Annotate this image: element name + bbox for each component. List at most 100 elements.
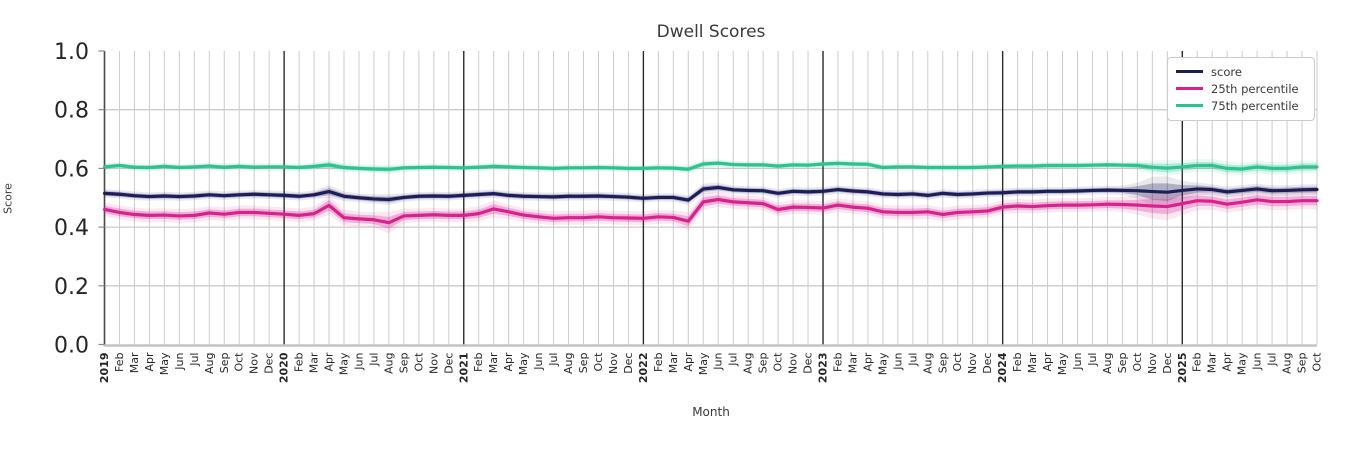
x-tick-label: Feb	[1191, 352, 1204, 371]
x-tick-label: May	[1056, 352, 1069, 375]
x-tick-label: Mar	[487, 352, 500, 373]
legend: score 25th percentile 75th percentile	[1167, 57, 1315, 121]
y-axis-label: Score	[1, 183, 15, 214]
legend-item: 25th percentile	[1176, 80, 1306, 97]
x-tick-label: Apr	[682, 352, 695, 372]
y-tick-label: 0.4	[54, 216, 89, 241]
x-tick-label: Jun	[352, 352, 365, 370]
x-tick-label: Dec	[442, 353, 455, 374]
x-tick-label: Jul	[547, 353, 560, 367]
legend-label: score	[1211, 64, 1242, 79]
x-tick-label: Dec	[622, 353, 635, 374]
x-tick-label: Oct	[772, 352, 785, 372]
x-tick-label: Jul	[1086, 353, 1099, 367]
x-tick-label: Dec	[1161, 353, 1174, 374]
x-tick-label: Nov	[427, 352, 440, 374]
x-tick-label: Sep	[936, 352, 949, 373]
x-tick-label: Apr	[323, 352, 336, 372]
x-tick-label: May	[517, 352, 530, 375]
y-tick-label: 0.0	[54, 334, 89, 359]
y-tick-label: 0.2	[54, 275, 89, 300]
confidence-band	[104, 159, 1317, 177]
x-tick-label: 2022	[637, 353, 650, 384]
x-tick-label: Aug	[921, 353, 934, 374]
x-tick-label: Feb	[652, 352, 665, 371]
x-tick-label: Sep	[757, 352, 770, 373]
x-tick-label: Aug	[1101, 353, 1114, 374]
legend-line-swatch	[1176, 70, 1203, 73]
series-line-25th-percentile	[102, 197, 1319, 225]
confidence-band	[104, 161, 1317, 173]
x-tick-label: 2025	[1176, 353, 1189, 384]
x-tick-label: Jul	[727, 353, 740, 367]
x-tick-label: Mar	[308, 352, 321, 373]
x-tick-label: Apr	[1041, 352, 1054, 372]
x-tick-label: Jun	[1251, 352, 1264, 370]
x-tick-label: Oct	[412, 352, 425, 372]
x-tick-label: Jun	[712, 352, 725, 370]
x-tick-label: Jun	[891, 352, 904, 370]
x-tick-label: Sep	[577, 352, 590, 373]
x-tick-label: Sep	[1296, 352, 1309, 373]
x-tick-label: Apr	[502, 352, 515, 372]
x-tick-label: Feb	[293, 352, 306, 371]
series-line-score	[102, 185, 1319, 202]
x-tick-label: May	[876, 352, 889, 375]
x-tick-label: Sep	[218, 352, 231, 373]
x-tick-label: Aug	[742, 353, 755, 374]
x-tick-label: Dec	[263, 353, 276, 374]
confidence-band	[104, 195, 1317, 229]
x-tick-label: Mar	[667, 352, 680, 373]
x-tick-label: Sep	[1116, 352, 1129, 373]
x-tick-label: Jul	[906, 353, 919, 367]
x-tick-label: Nov	[787, 352, 800, 374]
x-tick-label: May	[158, 352, 171, 375]
y-tick-label: 0.8	[54, 99, 89, 124]
legend-line-swatch	[1176, 87, 1203, 90]
x-tick-label: Apr	[143, 352, 156, 372]
x-tick-label: Oct	[1131, 352, 1144, 372]
x-tick-label: Nov	[1146, 352, 1159, 374]
x-tick-label: Oct	[233, 352, 246, 372]
y-tick-label: 0.6	[54, 157, 89, 182]
legend-item: score	[1176, 63, 1306, 80]
confidence-band	[104, 191, 1317, 234]
x-tick-label: Oct	[951, 352, 964, 372]
x-tick-label: Dec	[802, 353, 815, 374]
x-tick-label: Aug	[1281, 353, 1294, 374]
x-tick-label: Jun	[173, 352, 186, 370]
x-tick-label: Sep	[397, 352, 410, 373]
x-tick-label: Jul	[188, 353, 201, 367]
x-tick-label: May	[1236, 352, 1249, 375]
x-tick-label: Jun	[1071, 352, 1084, 370]
x-tick-label: Mar	[846, 352, 859, 373]
x-tick-label: May	[697, 352, 710, 375]
x-axis-label: Month	[692, 405, 730, 419]
x-tick-label: Jul	[367, 353, 380, 367]
x-tick-label: Dec	[981, 353, 994, 374]
x-tick-label: Nov	[966, 352, 979, 374]
x-tick-label: May	[338, 352, 351, 375]
x-tick-label: Jul	[1266, 353, 1279, 367]
x-tick-label: Jun	[532, 352, 545, 370]
x-tick-label: Mar	[128, 352, 141, 373]
x-tick-label: Feb	[113, 352, 126, 371]
confidence-band	[104, 176, 1317, 209]
x-tick-label: Mar	[1026, 352, 1039, 373]
series-line-75th-percentile	[102, 161, 1319, 171]
x-tick-label: Oct	[1311, 352, 1324, 372]
x-tick-label: Mar	[1206, 352, 1219, 373]
legend-label: 75th percentile	[1211, 98, 1299, 113]
x-tick-label: Feb	[831, 352, 844, 371]
x-tick-label: Aug	[562, 353, 575, 374]
y-tick-label: 1.0	[54, 40, 89, 65]
x-tick-label: Feb	[1011, 352, 1024, 371]
x-tick-label: 2020	[278, 352, 291, 383]
x-tick-label: Aug	[203, 353, 216, 374]
x-tick-label: 2023	[817, 353, 830, 384]
x-tick-label: Feb	[472, 352, 485, 371]
x-tick-label: Apr	[861, 352, 874, 372]
x-tick-label: 2021	[457, 353, 470, 384]
x-tick-label: Oct	[592, 352, 605, 372]
x-tick-label: Aug	[382, 353, 395, 374]
